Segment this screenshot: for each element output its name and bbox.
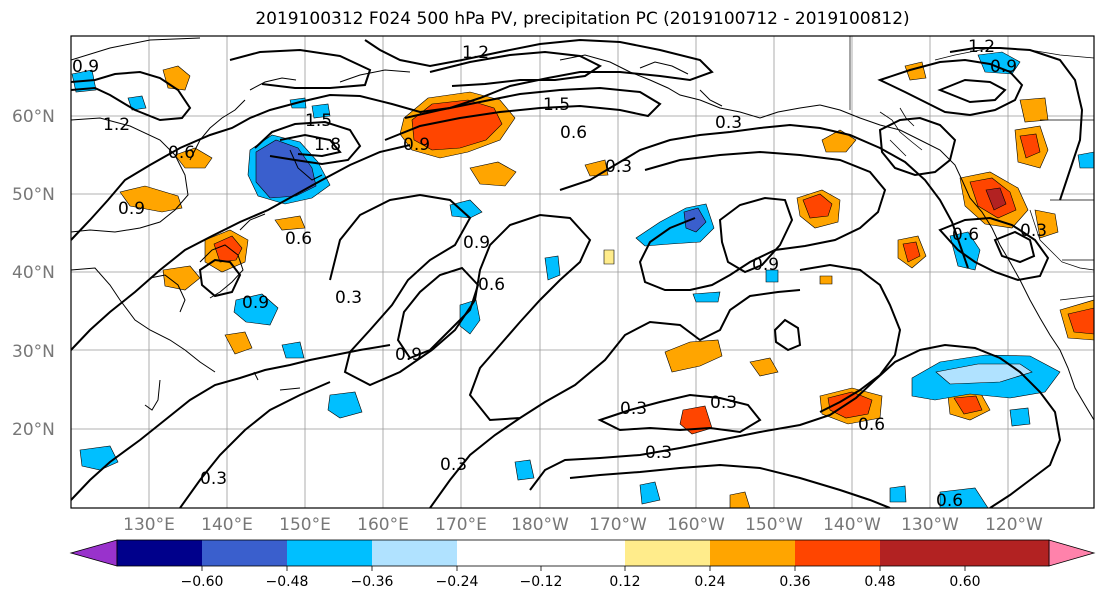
contour-label: 0.9 bbox=[403, 135, 430, 155]
latitude-labels: 20°N 30°N 40°N 50°N 60°N bbox=[12, 107, 55, 440]
coastlines bbox=[71, 37, 1094, 421]
longitude-labels: 130°E 140°E 150°E 160°E 170°E 180°W 170°… bbox=[123, 515, 1043, 535]
contour-label: 0.9 bbox=[463, 233, 490, 253]
contour-label: 0.3 bbox=[605, 157, 632, 177]
colorbar-bin bbox=[965, 540, 1049, 566]
contour-label: 1.8 bbox=[314, 135, 341, 155]
colorbar-bin bbox=[625, 540, 710, 566]
contour-label: 0.9 bbox=[72, 57, 99, 77]
contour-label: 0.9 bbox=[752, 255, 779, 275]
colorbar-tick-label: 0.36 bbox=[779, 574, 810, 590]
contour-label: 1.5 bbox=[543, 95, 570, 115]
colorbar-bin bbox=[202, 540, 287, 566]
lon-label-150e: 150°E bbox=[279, 515, 331, 535]
colorbar-tick-label: −0.48 bbox=[266, 574, 309, 590]
contour-label: 0.6 bbox=[560, 123, 587, 143]
colorbar-bin bbox=[372, 540, 457, 566]
colorbar-extend-high bbox=[1048, 539, 1096, 567]
contour-label: 0.6 bbox=[858, 415, 885, 435]
lon-label-170w: 170°W bbox=[589, 515, 647, 535]
contour-labels: 1.2 0.9 1.2 1.5 0.6 1.8 1.5 0.9 0.3 0.3 … bbox=[72, 37, 1047, 511]
lon-label-160w: 160°W bbox=[667, 515, 725, 535]
contour-label: 1.5 bbox=[305, 111, 332, 131]
colorbar-tick-label: −0.12 bbox=[520, 574, 563, 590]
contour-label: 1.2 bbox=[462, 43, 489, 63]
map-frame bbox=[70, 35, 1095, 509]
contour-label: 0.9 bbox=[242, 293, 269, 313]
colorbar-extend-low bbox=[69, 539, 118, 567]
lat-label-30n: 30°N bbox=[12, 342, 55, 362]
lon-label-120w: 120°W bbox=[985, 515, 1043, 535]
colorbar-bin bbox=[541, 540, 625, 566]
colorbar-bin bbox=[880, 540, 965, 566]
contour-label: 1.2 bbox=[968, 37, 995, 57]
lon-label-150w: 150°W bbox=[745, 515, 803, 535]
contour-label: 0.3 bbox=[620, 399, 647, 419]
lon-label-140e: 140°E bbox=[201, 515, 253, 535]
contour-label: 0.3 bbox=[335, 288, 362, 308]
lat-label-40n: 40°N bbox=[12, 263, 55, 283]
contour-label: 0.3 bbox=[645, 443, 672, 463]
contour-label: 0.3 bbox=[710, 393, 737, 413]
alaska-islands bbox=[879, 107, 923, 157]
lon-label-160e: 160°E bbox=[357, 515, 409, 535]
lat-label-50n: 50°N bbox=[12, 185, 55, 205]
colorbar-bin bbox=[795, 540, 880, 566]
contour-label: 0.3 bbox=[440, 455, 467, 475]
pv-contours bbox=[71, 38, 1084, 508]
contour-label: 0.9 bbox=[118, 199, 145, 219]
contour-label: 1.2 bbox=[103, 115, 130, 135]
contour-label: 0.6 bbox=[168, 143, 195, 163]
colorbar-tick-label: 0.12 bbox=[609, 574, 640, 590]
colorbar-tick-label: −0.24 bbox=[436, 574, 479, 590]
contour-label: 0.9 bbox=[990, 57, 1017, 77]
contour-label: 0.3 bbox=[1020, 221, 1047, 241]
colorbar-bin bbox=[117, 540, 202, 566]
lon-label-140w: 140°W bbox=[823, 515, 881, 535]
lon-label-170e: 170°E bbox=[435, 515, 487, 535]
contour-label: 0.3 bbox=[200, 469, 227, 489]
contour-label: 0.3 bbox=[715, 113, 742, 133]
lat-label-20n: 20°N bbox=[12, 420, 55, 440]
lon-label-180w: 180°W bbox=[511, 515, 569, 535]
contour-label: 0.9 bbox=[395, 345, 422, 365]
lon-label-130w: 130°W bbox=[901, 515, 959, 535]
lon-label-130e: 130°E bbox=[123, 515, 175, 535]
lat-label-60n: 60°N bbox=[12, 107, 55, 127]
colorbar-tick-label: −0.36 bbox=[351, 574, 394, 590]
colorbar-tick-label: 0.60 bbox=[949, 574, 980, 590]
colorbar-bin bbox=[457, 540, 541, 566]
map-title: 2019100312 F024 500 hPa PV, precipitatio… bbox=[255, 9, 910, 29]
colorbar-tick-label: 0.24 bbox=[694, 574, 725, 590]
contour-label: 0.6 bbox=[952, 225, 979, 245]
colorbar: −0.60 −0.48 −0.36 −0.24 −0.12 0.12 0.24 … bbox=[69, 539, 1096, 590]
colorbar-bin bbox=[710, 540, 795, 566]
colorbar-tick-label: −0.60 bbox=[181, 574, 224, 590]
contour-label: 0.6 bbox=[285, 229, 312, 249]
colorbar-bin bbox=[287, 540, 372, 566]
contour-label: 0.6 bbox=[478, 275, 505, 295]
contour-label: 0.6 bbox=[936, 491, 963, 511]
colorbar-tick-label: 0.48 bbox=[864, 574, 895, 590]
colorbar-outline bbox=[116, 539, 1050, 567]
